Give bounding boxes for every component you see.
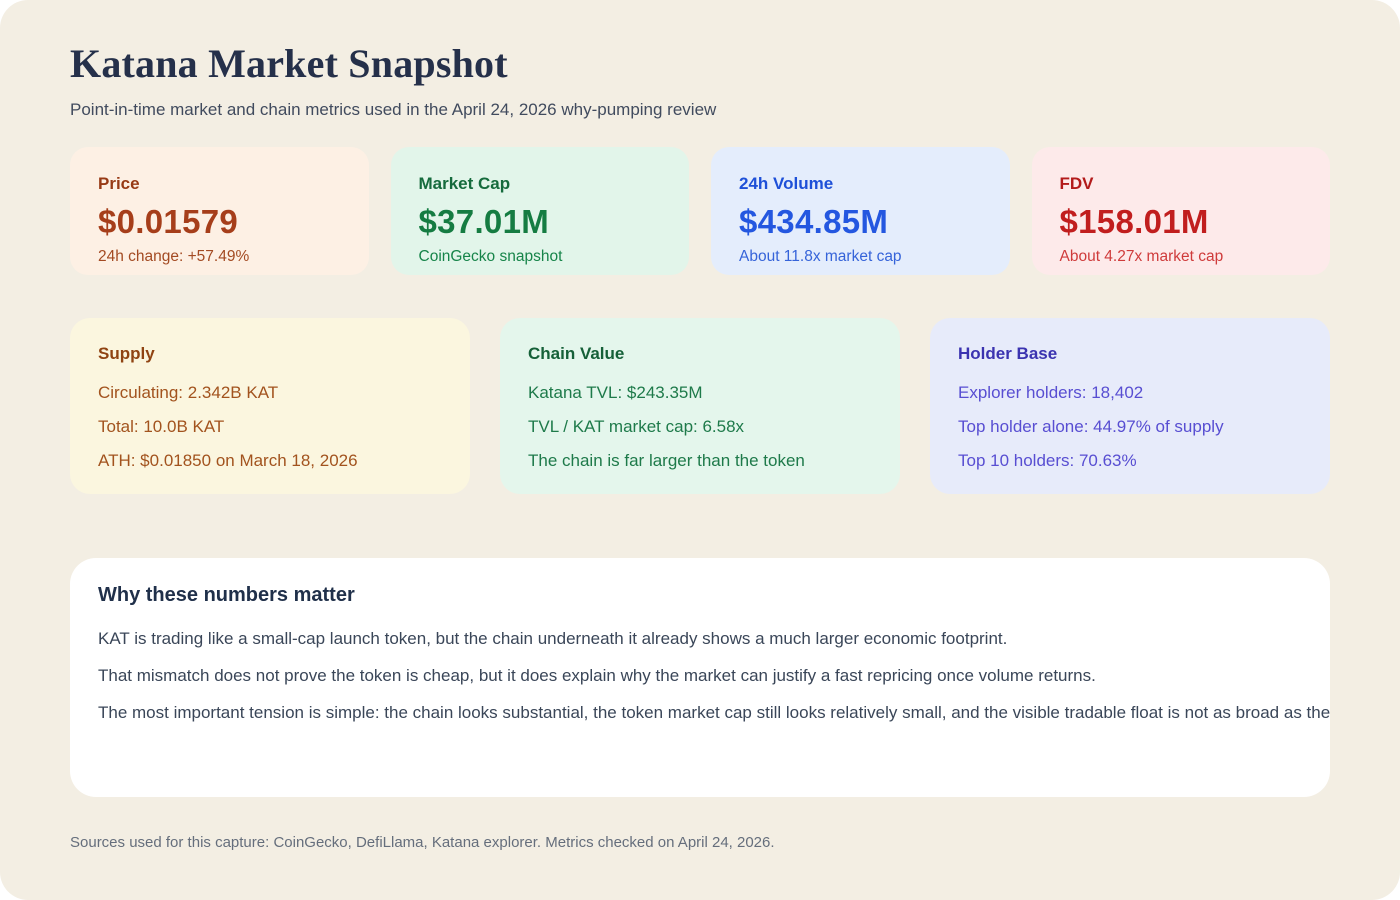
stat-label: FDV: [1059, 174, 1094, 193]
stat-note: 24h change: +57.49%: [98, 248, 250, 265]
detail-line: Explorer holders: 18,402: [958, 383, 1144, 402]
why-these-numbers-matter-card: Why these numbers matter KAT is trading …: [70, 558, 1330, 797]
stat-label: Price: [98, 174, 140, 193]
detail-card-chain-value: Chain Value Katana TVL: $243.35M TVL / K…: [500, 318, 900, 494]
page-subtitle: Point-in-time market and chain metrics u…: [70, 100, 717, 119]
detail-line: Circulating: 2.342B KAT: [98, 383, 279, 402]
detail-line: Top holder alone: 44.97% of supply: [958, 417, 1224, 436]
detail-title: Holder Base: [958, 344, 1058, 363]
detail-title: Chain Value: [528, 344, 625, 363]
detail-line: ATH: $0.01850 on March 18, 2026: [98, 451, 358, 470]
sources-footer: Sources used for this capture: CoinGecko…: [70, 834, 775, 851]
why-paragraph: KAT is trading like a small-cap launch t…: [98, 630, 1008, 648]
page-title: Katana Market Snapshot: [70, 41, 508, 86]
stat-note: About 11.8x market cap: [739, 248, 902, 265]
detail-card-holder-base: Holder Base Explorer holders: 18,402 Top…: [930, 318, 1330, 494]
why-paragraph: The most important tension is simple: th…: [98, 704, 1330, 722]
stat-card-market-cap: Market Cap $37.01M CoinGecko snapshot: [390, 147, 689, 275]
stat-note: About 4.27x market cap: [1059, 248, 1224, 265]
stat-card-price: Price $0.01579 24h change: +57.49%: [70, 147, 369, 275]
stat-value: $158.01M: [1059, 203, 1209, 240]
detail-line: Katana TVL: $243.35M: [528, 383, 703, 402]
stat-note: CoinGecko snapshot: [418, 248, 563, 265]
stat-value: $37.01M: [418, 203, 550, 240]
detail-line: Total: 10.0B KAT: [98, 417, 225, 436]
detail-cards-row: Supply Circulating: 2.342B KAT Total: 10…: [70, 318, 1330, 494]
stat-card-24h-volume: 24h Volume $434.85M About 11.8x market c…: [711, 147, 1010, 275]
stat-value: $434.85M: [739, 203, 889, 240]
stat-card-fdv: FDV $158.01M About 4.27x market cap: [1031, 147, 1330, 275]
stat-value: $0.01579: [98, 203, 239, 240]
why-paragraph: That mismatch does not prove the token i…: [98, 667, 1096, 685]
stat-label: Market Cap: [418, 174, 511, 193]
stat-cards-row: Price $0.01579 24h change: +57.49% Marke…: [70, 147, 1330, 275]
why-heading: Why these numbers matter: [98, 584, 355, 606]
stat-label: 24h Volume: [739, 174, 834, 193]
detail-line: Top 10 holders: 70.63%: [958, 451, 1137, 470]
detail-card-supply: Supply Circulating: 2.342B KAT Total: 10…: [70, 318, 470, 494]
detail-line: TVL / KAT market cap: 6.58x: [528, 417, 745, 436]
detail-line: The chain is far larger than the token: [528, 451, 805, 470]
detail-title: Supply: [98, 344, 155, 363]
